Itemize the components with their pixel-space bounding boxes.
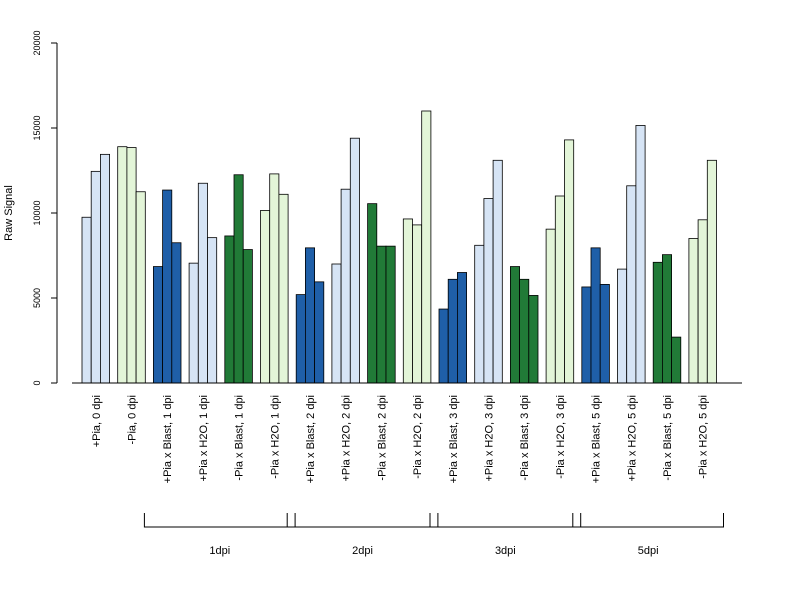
- y-tick-label: 5000: [32, 288, 42, 308]
- x-tick-label: -Pia x H2O, 5 dpi: [698, 395, 710, 479]
- bar: [162, 189, 173, 384]
- bar: [474, 244, 485, 384]
- time-bracket-label: 3dpi: [495, 545, 516, 557]
- time-bracket-label: 1dpi: [209, 545, 230, 557]
- bar: [269, 173, 280, 384]
- bar: [100, 153, 111, 384]
- bar: [652, 261, 663, 384]
- bar: [278, 193, 289, 384]
- x-tick-labels: +Pia, 0 dpi -Pia, 0 dpi +Pia x Blast, 1 dp…: [91, 395, 710, 483]
- bar: [349, 137, 360, 384]
- bar: [81, 216, 92, 384]
- bar: [207, 237, 218, 384]
- bar: [626, 185, 637, 384]
- x-tick-label: -Pia x H2O, 1 dpi: [269, 395, 281, 479]
- bar: [188, 262, 199, 384]
- time-brackets: 1dpi 2dpi 3dpi 5dpi: [143, 513, 724, 557]
- bar: [135, 191, 146, 384]
- x-tick-label: -Pia x Blast, 1 dpi: [234, 395, 246, 481]
- bar: [304, 247, 315, 384]
- y-tick-label: 20000: [32, 30, 42, 55]
- bar: [152, 266, 163, 384]
- y-tick-label: 15000: [32, 115, 42, 140]
- bar: [456, 272, 467, 384]
- y-axis-label: Raw Signal: [3, 185, 15, 241]
- bar: [671, 336, 682, 384]
- x-tick-label: -Pia, 0 dpi: [127, 395, 139, 445]
- x-tick-label: +Pia x Blast, 3 dpi: [448, 395, 460, 483]
- x-tick-label: +Pia x H2O, 3 dpi: [484, 395, 496, 482]
- bar: [331, 263, 342, 384]
- bar: [617, 268, 628, 384]
- bar: [662, 254, 673, 384]
- y-tick-label: 10000: [32, 200, 42, 225]
- bar: [483, 198, 494, 384]
- bar: [554, 195, 565, 384]
- x-tick-label: -Pia x H2O, 2 dpi: [412, 395, 424, 479]
- bar: [340, 188, 351, 384]
- bar: [590, 247, 601, 384]
- bar: [242, 249, 253, 384]
- bar: [599, 283, 610, 384]
- bar: [519, 278, 530, 384]
- bar: [447, 278, 458, 384]
- bar: [260, 210, 271, 384]
- time-bracket: [286, 513, 439, 528]
- x-tick-label: +Pia x Blast, 1 dpi: [162, 395, 174, 483]
- bar: [367, 203, 378, 384]
- y-axis: 0 5000 10000 15000 20000: [32, 30, 58, 386]
- bar: [697, 219, 708, 384]
- bars: [81, 110, 717, 384]
- bar: [509, 266, 520, 384]
- bar: [171, 242, 182, 384]
- x-tick-label: +Pia x H2O, 1 dpi: [198, 395, 210, 482]
- x-tick-label: +Pia, 0 dpi: [91, 395, 103, 447]
- time-bracket: [429, 513, 582, 528]
- bar: [402, 218, 413, 384]
- time-bracket: [572, 513, 724, 528]
- x-tick-label: -Pia x Blast, 2 dpi: [376, 395, 388, 481]
- x-tick-label: +Pia x H2O, 2 dpi: [341, 395, 353, 482]
- bar: [438, 308, 449, 384]
- bar: [421, 110, 432, 384]
- bar: [385, 245, 396, 384]
- bar: [233, 174, 244, 384]
- bar: [688, 238, 699, 384]
- bar: [581, 286, 592, 384]
- bar: [635, 125, 646, 384]
- bar: [126, 147, 137, 384]
- bar: [528, 295, 539, 384]
- x-tick-label: +Pia x Blast, 2 dpi: [305, 395, 317, 483]
- time-bracket: [143, 513, 296, 528]
- x-tick-label: +Pia x H2O, 5 dpi: [626, 395, 638, 482]
- y-tick-label: 0: [32, 380, 42, 385]
- x-tick-label: +Pia x Blast, 5 dpi: [591, 395, 603, 483]
- time-bracket-label: 5dpi: [638, 545, 659, 557]
- x-tick-label: -Pia x H2O, 3 dpi: [555, 395, 567, 479]
- bar: [197, 182, 208, 384]
- bar: [90, 170, 101, 384]
- time-bracket-label: 2dpi: [352, 545, 373, 557]
- bar: [545, 228, 556, 384]
- bar: [224, 235, 235, 384]
- x-tick-label: -Pia x Blast, 3 dpi: [519, 395, 531, 481]
- x-tick-label: -Pia x Blast, 5 dpi: [662, 395, 674, 481]
- bar: [295, 294, 306, 384]
- bar: [314, 281, 325, 384]
- bar: [117, 146, 128, 384]
- bar: [564, 139, 575, 384]
- bar: [412, 224, 423, 384]
- bar: [706, 159, 717, 384]
- bar: [492, 159, 503, 384]
- bar: [376, 245, 387, 384]
